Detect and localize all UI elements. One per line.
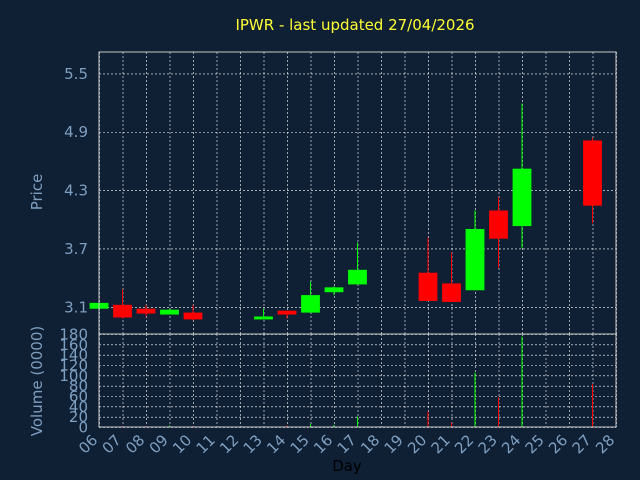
volume-tick-label: 120 [59,357,88,375]
candle-body [348,269,367,285]
volume-tick-label: 100 [59,367,88,385]
candle-21 [442,252,461,302]
candle-body [324,287,344,293]
candle-13 [254,308,273,320]
candle-body [301,295,320,313]
price-y-ticks: 3.1 3.7 4.3 4.9 5.5 [64,65,88,316]
price-tick-label: 4.3 [64,182,88,200]
candle-16 [324,286,344,296]
volume-axis-label: Volume (0000) [28,326,46,436]
candle-9 [160,308,179,315]
volume-tick-label: 160 [59,336,88,354]
candle-22 [465,210,485,291]
chart-title: IPWR - last updated 27/04/2026 [235,16,474,34]
candles [89,103,602,321]
price-tick-label: 3.1 [64,298,88,316]
candle-8 [136,304,156,317]
volume-tick-label: 20 [69,408,88,426]
price-tick-label: 3.7 [64,240,88,258]
candle-body [254,316,273,320]
candle-body [136,308,156,314]
candle-body [183,312,203,320]
volume-panel-frame [98,333,617,428]
volume-tick-label: 180 [59,326,88,344]
volume-tick-label: 140 [59,346,88,364]
volume-tick-label: 80 [69,377,88,395]
volume-tick-label: 60 [69,388,88,406]
candle-body [583,140,602,206]
candle-27 [583,137,602,224]
candle-body [512,168,532,227]
price-tick-label: 5.5 [64,65,88,83]
candle-17 [348,242,367,285]
candle-23 [489,196,508,268]
candle-7 [113,289,132,319]
volume-tick-label: 0 [78,419,88,437]
candle-20 [418,237,438,301]
candle-body [160,309,179,315]
candle-15 [301,281,320,313]
volume-tick-label: 40 [69,398,88,416]
candle-24 [512,103,532,249]
candle-14 [277,310,297,319]
candle-body [489,210,508,239]
price-tick-label: 4.9 [64,123,88,141]
candle-body [442,283,461,302]
x-ticks: 0607080910111213141516171819202122232425… [75,431,618,457]
candle-10 [183,304,203,321]
candle-body [465,228,485,291]
price-axis-label: Price [28,174,46,211]
x-axis-label: Day [332,457,362,475]
candle-body [113,304,132,318]
candle-body [277,310,297,315]
candle-body [418,272,438,301]
